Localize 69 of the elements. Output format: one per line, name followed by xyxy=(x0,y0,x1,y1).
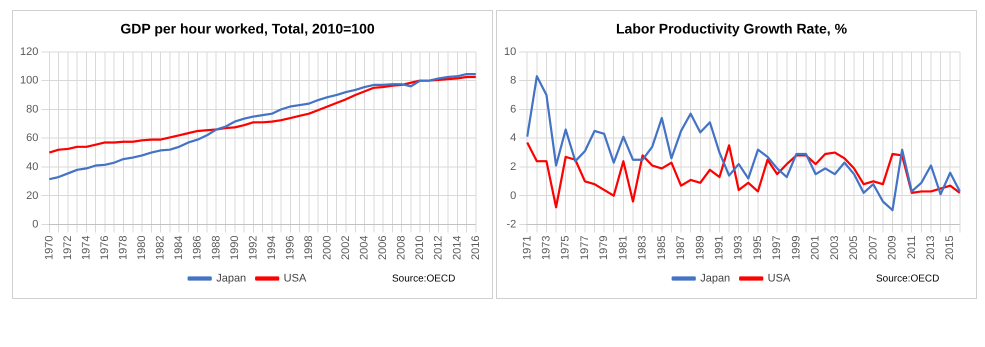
y-tick-label: 120 xyxy=(20,46,38,58)
x-tick-label: 2006 xyxy=(377,236,390,260)
x-tick-label: 1982 xyxy=(154,236,167,260)
x-tick-label: 2007 xyxy=(867,236,880,260)
source-note: Source:OECD xyxy=(876,273,940,284)
x-tick-label: 2010 xyxy=(414,236,426,260)
x-tick-label: 1983 xyxy=(636,236,649,260)
x-tick-label: 1990 xyxy=(228,236,241,260)
x-tick-label: 1971 xyxy=(521,236,534,260)
source-note: Source:OECD xyxy=(392,273,456,284)
x-tick-label: 2003 xyxy=(828,236,841,260)
y-tick-label: 2 xyxy=(510,160,516,173)
x-tick-label: 1986 xyxy=(192,236,204,260)
y-tick-label: 0 xyxy=(32,218,38,231)
x-tick-label: 2001 xyxy=(810,236,822,260)
x-tick-label: 2002 xyxy=(340,236,352,260)
x-tick-label: 1987 xyxy=(675,236,688,260)
x-tick-label: 1981 xyxy=(617,236,630,260)
x-tick-label: 1999 xyxy=(790,236,802,260)
y-tick-label: 4 xyxy=(510,132,516,144)
y-tick-label: 20 xyxy=(26,190,38,202)
x-tick-label: 1977 xyxy=(578,236,591,260)
legend-label: USA xyxy=(768,272,791,285)
x-tick-label: 1995 xyxy=(752,236,764,260)
x-tick-label: 1998 xyxy=(302,236,315,260)
x-tick-label: 2005 xyxy=(848,236,860,260)
y-tick-label: 40 xyxy=(26,160,38,173)
y-tick-label: 6 xyxy=(510,103,516,116)
y-tick-label: 10 xyxy=(504,46,516,58)
x-tick-label: 1997 xyxy=(771,236,784,260)
x-tick-label: 1972 xyxy=(62,236,74,260)
x-tick-label: 1996 xyxy=(284,236,296,260)
x-tick-label: 1973 xyxy=(540,236,552,260)
y-tick-label: 0 xyxy=(510,190,516,202)
y-tick-label: -2 xyxy=(506,218,516,231)
x-tick-label: 1975 xyxy=(560,236,572,260)
x-tick-label: 1974 xyxy=(80,236,92,260)
chart-title: Labor Productivity Growth Rate, % xyxy=(616,20,848,36)
y-tick-label: 80 xyxy=(26,103,38,116)
x-tick-label: 1988 xyxy=(210,236,222,260)
y-tick-label: 100 xyxy=(20,74,38,87)
x-tick-label: 2011 xyxy=(906,236,918,260)
x-tick-label: 1978 xyxy=(118,236,130,260)
x-tick-label: 1976 xyxy=(99,236,112,260)
x-tick-label: 2014 xyxy=(451,236,464,260)
x-tick-label: 1985 xyxy=(656,236,668,260)
x-tick-label: 1992 xyxy=(247,236,260,260)
x-tick-label: 2000 xyxy=(322,236,334,260)
x-tick-label: 1991 xyxy=(714,236,726,260)
x-tick-label: 2004 xyxy=(358,236,371,260)
x-tick-label: 2008 xyxy=(396,236,408,260)
x-tick-label: 1979 xyxy=(598,236,610,260)
x-tick-label: 2009 xyxy=(886,236,899,260)
x-tick-label: 2016 xyxy=(470,236,482,260)
x-tick-label: 1984 xyxy=(173,236,186,260)
y-tick-label: 8 xyxy=(510,74,516,87)
legend-label: Japan xyxy=(700,272,730,285)
x-tick-label: 1993 xyxy=(732,236,745,260)
x-tick-label: 1970 xyxy=(43,236,56,260)
legend-label: Japan xyxy=(216,272,246,285)
x-tick-label: 1994 xyxy=(266,236,278,260)
x-tick-label: 2013 xyxy=(924,236,937,260)
x-tick-label: 1980 xyxy=(136,236,148,260)
legend-label: USA xyxy=(284,272,307,285)
x-tick-label: 2012 xyxy=(432,236,445,260)
chart-title: GDP per hour worked, Total, 2010=100 xyxy=(120,20,375,36)
x-tick-label: 1989 xyxy=(694,236,706,260)
y-tick-label: 60 xyxy=(26,132,38,144)
x-tick-label: 2015 xyxy=(944,236,956,260)
